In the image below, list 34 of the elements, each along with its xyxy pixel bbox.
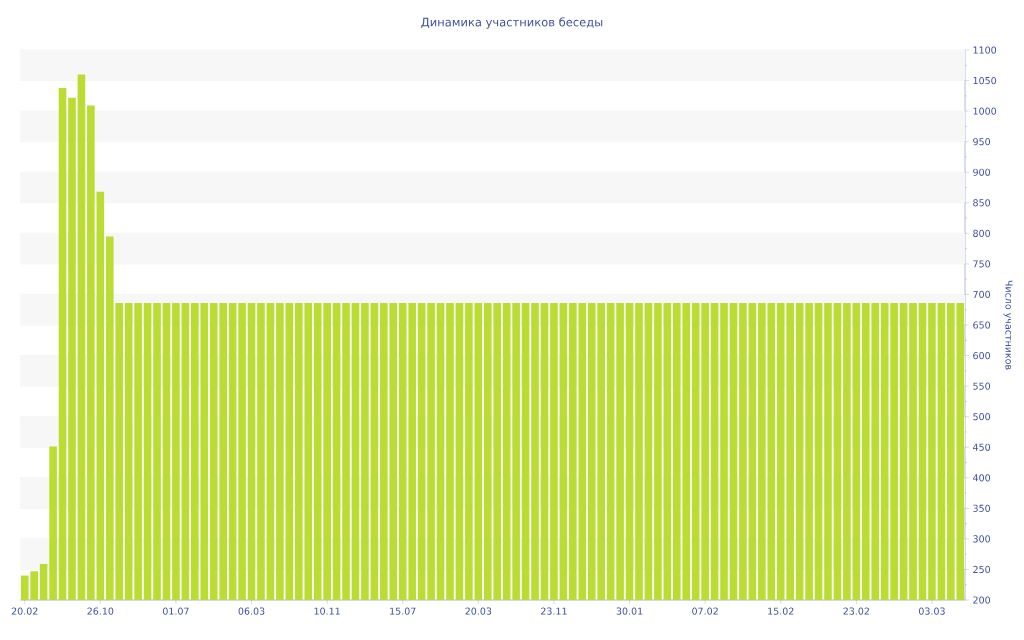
x-tick-label: 03.03 bbox=[918, 607, 945, 615]
y-tick-label: 400 bbox=[973, 474, 991, 482]
y-tick-label: 550 bbox=[973, 382, 991, 390]
y-tick-label: 950 bbox=[973, 138, 991, 146]
x-tick-label: 15.02 bbox=[768, 607, 794, 615]
y-tick-label: 1000 bbox=[973, 107, 997, 115]
y-tick-label: 1100 bbox=[973, 46, 997, 54]
x-tick-label: 06.03 bbox=[238, 607, 265, 615]
chart-title: Динамика участников беседы bbox=[421, 17, 603, 29]
y-tick-label: 250 bbox=[973, 565, 991, 574]
x-tick-label: 26.10 bbox=[87, 607, 114, 615]
x-tick-label: 20.03 bbox=[465, 607, 492, 615]
y-tick-label: 650 bbox=[973, 321, 991, 329]
y-tick-label: 850 bbox=[973, 199, 991, 207]
y-tick-label: 500 bbox=[973, 413, 991, 421]
y-tick-label: 350 bbox=[973, 504, 991, 512]
y-tick-label: 800 bbox=[973, 229, 991, 237]
y-tick-label: 600 bbox=[973, 351, 991, 360]
y-tick-label: 300 bbox=[973, 535, 991, 543]
x-tick-label: 23.11 bbox=[541, 607, 567, 615]
x-tick-label: 01.07 bbox=[162, 607, 189, 615]
y-tick-label: 200 bbox=[973, 596, 991, 604]
x-tick-label: 20.02 bbox=[11, 607, 38, 615]
y-tick-label: 900 bbox=[973, 168, 991, 176]
y-axis-title: Число участников bbox=[1003, 280, 1013, 370]
x-tick-label: 30.01 bbox=[616, 607, 643, 615]
x-tick-label: 23.02 bbox=[843, 607, 869, 615]
y-tick-label: 750 bbox=[973, 260, 991, 268]
x-tick-label: 15.07 bbox=[390, 607, 416, 615]
y-tick-label: 700 bbox=[973, 290, 991, 299]
x-tick-label: 07.02 bbox=[692, 607, 718, 615]
y-tick-label: 1050 bbox=[973, 76, 997, 85]
y-tick-label: 450 bbox=[973, 443, 991, 451]
x-tick-label: 10.11 bbox=[314, 607, 340, 615]
